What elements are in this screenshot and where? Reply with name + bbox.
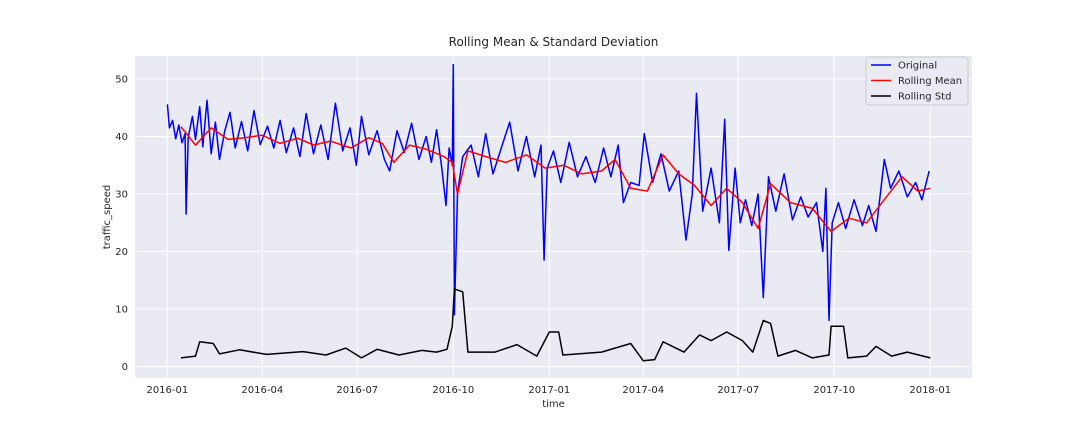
y-tick-label: 20 [115, 247, 128, 258]
series-line-rolling-std [180, 288, 931, 362]
y-axis-label: traffic_speed [102, 185, 113, 250]
x-tick-label: 2016-01 [146, 385, 188, 396]
x-tick-label: 2016-07 [336, 385, 378, 396]
x-axis-label: time [542, 399, 565, 410]
legend: Original Rolling Mean Rolling Std [865, 56, 969, 106]
x-tick-label: 2017-07 [717, 385, 759, 396]
y-tick-label: 40 [115, 132, 128, 143]
x-tick-label: 2016-04 [241, 385, 283, 396]
x-tick-label: 2017-10 [813, 385, 855, 396]
x-tick-label: 2017-01 [528, 385, 570, 396]
x-tick-label: 2016-10 [432, 385, 474, 396]
legend-label-rolling-std: Rolling Std [898, 92, 951, 103]
chart-title: Rolling Mean & Standard Deviation [449, 35, 659, 49]
x-axis-ticks: 2016-01 2016-04 2016-07 2016-10 2017-01 2017-… [146, 385, 951, 396]
legend-label-original: Original [898, 61, 937, 72]
plot-lines [166, 63, 931, 362]
x-tick-label: 2017-04 [622, 385, 664, 396]
y-tick-label: 50 [115, 75, 128, 86]
legend-box [865, 56, 969, 106]
y-axis-ticks: 0 10 20 30 40 50 [115, 75, 128, 374]
y-tick-label: 30 [115, 190, 128, 201]
legend-label-rolling-mean: Rolling Mean [898, 76, 962, 87]
series-line-rolling-mean [180, 126, 931, 233]
y-tick-label: 0 [122, 362, 128, 373]
plot-area [135, 56, 972, 378]
y-tick-label: 10 [115, 305, 128, 316]
x-tick-label: 2018-01 [909, 385, 951, 396]
series-line-original [166, 63, 930, 322]
